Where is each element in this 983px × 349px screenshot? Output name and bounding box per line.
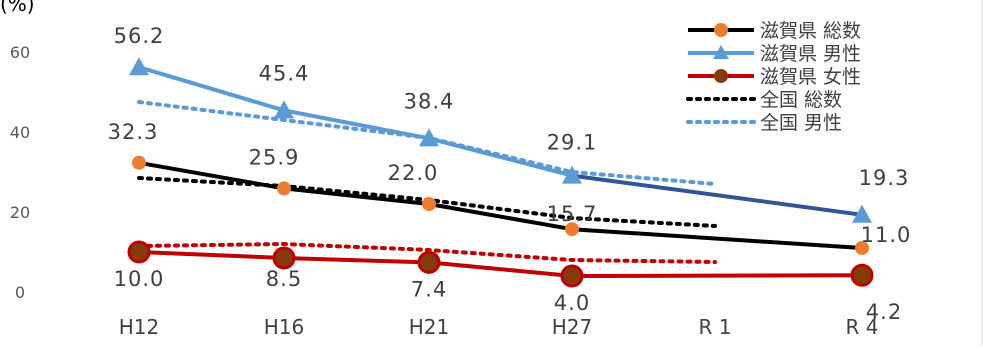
legend-label-滋賀県-総数: 滋賀県 総数	[760, 20, 861, 42]
marker-滋賀県-男性-h27	[562, 165, 582, 184]
x-tick-label-h27: H27	[552, 315, 593, 339]
data-label-滋賀県-総数-h21: 22.0	[388, 161, 439, 185]
legend-label-全国-総数: 全国 総数	[760, 89, 842, 111]
series-segment-滋賀県-総数	[282, 186, 431, 206]
legend-marker-滋賀県-男性	[713, 45, 729, 59]
data-label-滋賀県-総数-h12: 32.3	[108, 120, 159, 144]
data-label-滋賀県-男性-h21: 38.4	[404, 89, 455, 113]
y-tick-label-40: 40	[10, 123, 30, 142]
data-label-滋賀県-男性-h27: 29.1	[547, 131, 598, 155]
marker-滋賀県-女性-h21	[417, 250, 441, 274]
series-segment-滋賀県-女性	[137, 250, 286, 260]
chart-title: (%)	[0, 0, 35, 16]
data-label-滋賀県-女性-r-4: 4.2	[866, 300, 902, 324]
data-label-滋賀県-女性-h16: 8.5	[266, 267, 302, 291]
marker-滋賀県-総数-h27	[565, 222, 579, 237]
data-label-滋賀県-総数-h27: 15.7	[547, 202, 598, 226]
legend-label-滋賀県-男性: 滋賀県 男性	[760, 43, 861, 65]
marker-滋賀県-女性-r-4	[850, 263, 874, 287]
data-label-滋賀県-総数-h16: 25.9	[249, 145, 300, 169]
marker-滋賀県-総数-h21	[422, 197, 436, 211]
marker-滋賀県-男性-h12	[129, 57, 149, 76]
marker-滋賀県-男性-h21	[419, 128, 439, 147]
series-segment-滋賀県-総数	[427, 202, 574, 232]
legend-marker-滋賀県-女性	[714, 69, 728, 83]
marker-滋賀県-総数-r-4	[855, 241, 869, 255]
series-segment-滋賀県-女性	[427, 260, 574, 278]
x-tick-label-h21: H21	[409, 315, 450, 339]
data-label-滋賀県-男性-r-4: 19.3	[859, 166, 910, 190]
legend-marker-滋賀県-総数	[714, 23, 728, 37]
legend-label-全国-男性: 全国 男性	[760, 112, 842, 134]
data-label-滋賀県-女性-h21: 7.4	[411, 277, 447, 301]
marker-滋賀県-女性-h16	[272, 246, 296, 270]
series-segment-滋賀県-男性	[570, 173, 864, 217]
y-tick-label-60: 60	[10, 43, 30, 62]
series-segment-滋賀県-総数	[570, 227, 864, 250]
series-segment-滋賀県-男性	[282, 108, 431, 141]
data-label-滋賀県-男性-h16: 45.4	[259, 61, 310, 85]
legend-label-滋賀県-女性: 滋賀県 女性	[760, 66, 861, 88]
x-tick-label-h12: H12	[119, 315, 160, 339]
data-label-滋賀県-女性-h27: 4.0	[554, 291, 590, 315]
x-tick-label-r-4: R 4	[846, 315, 879, 339]
marker-滋賀県-女性-h12	[127, 240, 151, 264]
series-segment-滋賀県-男性	[427, 136, 574, 178]
marker-滋賀県-女性-h27	[560, 264, 584, 288]
x-tick-label-r-1: R 1	[699, 315, 732, 339]
marker-滋賀県-総数-h16	[277, 181, 291, 196]
marker-滋賀県-男性-r-4	[852, 204, 872, 223]
y-tick-label-0: 0	[15, 283, 25, 302]
series-segment-滋賀県-女性	[570, 273, 864, 278]
series-line-全国-女性	[137, 241, 717, 264]
y-tick-label-20: 20	[10, 203, 30, 222]
series-segment-滋賀県-男性	[137, 65, 286, 113]
x-tick-label-h16: H16	[264, 315, 305, 339]
data-label-滋賀県-総数-r-4: 11.0	[861, 223, 912, 247]
marker-滋賀県-男性-h16	[274, 100, 294, 119]
data-label-滋賀県-男性-h12: 56.2	[114, 24, 165, 48]
series-segment-滋賀県-女性	[282, 256, 431, 265]
data-label-滋賀県-女性-h12: 10.0	[114, 267, 165, 291]
marker-滋賀県-総数-h12	[132, 155, 146, 170]
series-segment-滋賀県-総数	[137, 160, 286, 191]
